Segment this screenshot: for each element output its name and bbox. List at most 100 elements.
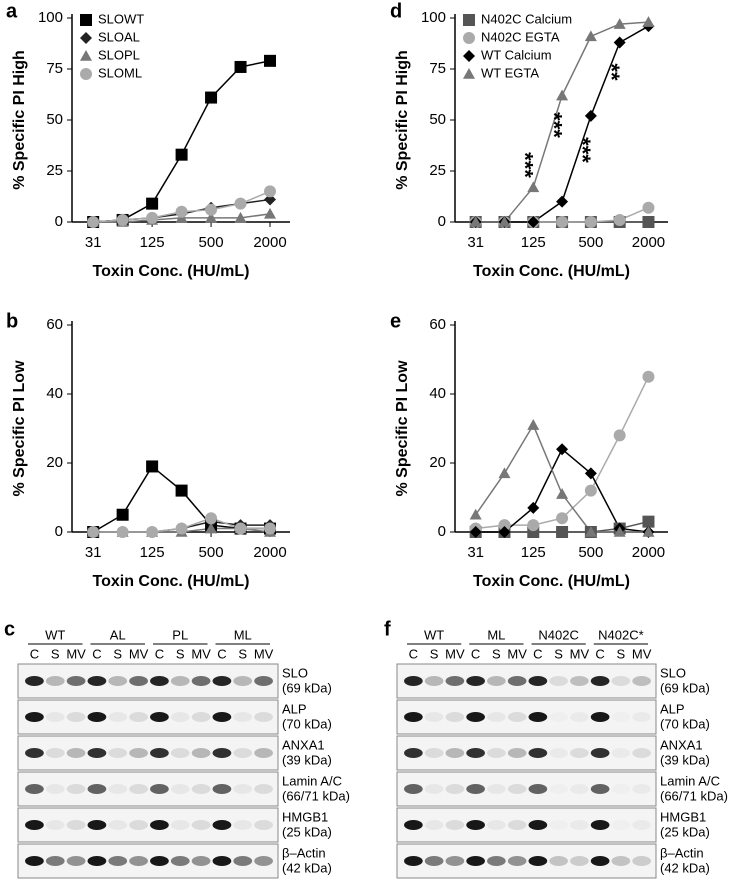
blot-band — [233, 712, 253, 722]
row-size: (25 kDa) — [282, 824, 332, 839]
blot-band — [487, 784, 506, 794]
marker — [469, 508, 482, 520]
lane-label: MV — [445, 646, 465, 661]
blot-band — [212, 748, 232, 758]
row-size: (66/71 kDa) — [282, 788, 350, 803]
legend-label: SLOWT — [98, 11, 144, 26]
blot-band — [129, 676, 148, 686]
blot-band — [129, 712, 148, 722]
blot-band — [612, 820, 631, 830]
blot-band — [170, 856, 190, 866]
x-tick-label: 2000 — [253, 544, 286, 561]
marker — [87, 526, 100, 538]
marker — [527, 501, 540, 514]
blot-band — [570, 820, 589, 830]
blot-band — [466, 820, 485, 830]
blot-band — [233, 748, 253, 758]
blot-band — [108, 712, 128, 722]
blot-band — [254, 676, 273, 686]
x-tick-label: 125 — [521, 234, 546, 251]
blot-band — [466, 676, 485, 686]
blot-frame — [17, 771, 279, 807]
blot-band — [570, 856, 589, 866]
blot-band — [404, 856, 423, 866]
legend-marker — [80, 50, 92, 61]
marker — [527, 216, 540, 228]
y-tick-label: 40 — [46, 385, 63, 402]
lane-label: MV — [507, 646, 527, 661]
lane-label: C — [595, 646, 604, 661]
y-tick-label: 100 — [421, 9, 446, 26]
blot-band — [87, 676, 107, 686]
marker — [556, 512, 569, 525]
marker — [234, 60, 247, 73]
blot-band — [611, 676, 631, 686]
blot-band — [528, 676, 548, 686]
group-label: ML — [234, 627, 252, 642]
marker — [556, 488, 569, 499]
blot-band — [404, 712, 423, 722]
x-tick-label: 31 — [467, 234, 484, 251]
blot-band — [612, 784, 631, 794]
marker — [116, 508, 129, 521]
row-name: β–Actin — [282, 845, 326, 860]
marker — [205, 512, 218, 525]
blot-band — [45, 820, 65, 830]
x-tick-label: 2000 — [632, 234, 665, 251]
y-tick-label: 50 — [46, 111, 63, 128]
blot-band — [445, 748, 465, 758]
blot-band — [129, 784, 148, 794]
marker — [146, 197, 159, 210]
x-tick-label: 500 — [578, 234, 603, 251]
marker — [146, 460, 159, 473]
x-tick-label: 2000 — [253, 234, 286, 251]
blot-band — [570, 784, 589, 794]
blot-band — [170, 676, 190, 686]
blot-band — [507, 784, 527, 794]
blot-band — [66, 820, 86, 830]
blot-band — [212, 712, 232, 722]
blot-band — [590, 748, 610, 758]
annotation: *** — [512, 152, 537, 178]
blot-band — [424, 748, 444, 758]
marker — [205, 203, 218, 216]
y-tick-label: 75 — [46, 60, 63, 77]
marker — [584, 484, 597, 497]
blot-band — [424, 784, 444, 794]
legend-marker — [463, 32, 475, 44]
marker — [498, 519, 511, 532]
marker — [264, 185, 277, 198]
blot-band — [404, 820, 423, 830]
blot-band — [25, 784, 44, 794]
blot-band — [487, 820, 506, 830]
blot-band — [87, 820, 107, 830]
marker — [264, 54, 277, 67]
marker — [116, 526, 129, 538]
blot-band — [87, 784, 107, 794]
marker — [584, 467, 597, 480]
blot-band — [528, 784, 548, 794]
blot-band — [170, 748, 190, 758]
blot-band — [87, 748, 107, 758]
row-size: (25 kDa) — [660, 824, 710, 839]
marker — [264, 522, 277, 535]
blot-band — [611, 748, 631, 758]
lane-label: C — [155, 646, 164, 661]
legend-label: SLOAL — [98, 29, 140, 44]
blot-band — [528, 748, 548, 758]
x-axis-label: Toxin Conc. (HU/mL) — [473, 263, 630, 280]
blot-band — [404, 676, 423, 686]
blot-band — [445, 784, 465, 794]
blot-band — [108, 856, 128, 866]
blot-band — [212, 820, 232, 830]
group-label: N402C — [538, 627, 578, 642]
row-size: (42 kDa) — [660, 860, 710, 875]
marker — [642, 216, 655, 228]
blot-band — [424, 820, 444, 830]
blot-band — [632, 676, 651, 686]
blot-band — [549, 820, 568, 830]
lane-label: MV — [570, 646, 590, 661]
x-tick-label: 500 — [199, 234, 224, 251]
x-axis-label: Toxin Conc. (HU/mL) — [92, 573, 249, 590]
lane-label: C — [471, 646, 480, 661]
